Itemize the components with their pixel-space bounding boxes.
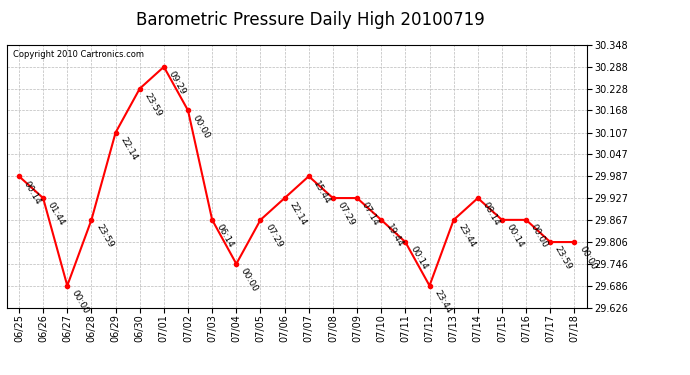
Text: Copyright 2010 Cartronics.com: Copyright 2010 Cartronics.com <box>12 50 144 59</box>
Text: 06:14: 06:14 <box>215 223 235 249</box>
Text: 00:14: 00:14 <box>505 223 525 249</box>
Text: 07:29: 07:29 <box>336 201 356 228</box>
Text: 22:14: 22:14 <box>288 201 308 227</box>
Text: 15:44: 15:44 <box>312 179 332 206</box>
Text: 23:44: 23:44 <box>457 223 477 249</box>
Text: 22:14: 22:14 <box>119 135 139 162</box>
Text: 00:00: 00:00 <box>70 288 91 315</box>
Text: 23:59: 23:59 <box>143 92 163 118</box>
Text: 23:44: 23:44 <box>433 288 453 315</box>
Text: 23:59: 23:59 <box>95 223 115 249</box>
Text: 00:14: 00:14 <box>22 179 42 206</box>
Text: 00:00: 00:00 <box>578 245 598 272</box>
Text: 00:14: 00:14 <box>408 245 428 272</box>
Text: 01:44: 01:44 <box>46 201 66 228</box>
Text: 00:00: 00:00 <box>529 223 550 250</box>
Text: 19:44: 19:44 <box>384 223 404 249</box>
Text: 07:14: 07:14 <box>360 201 380 228</box>
Text: 23:59: 23:59 <box>553 245 573 272</box>
Text: 09:29: 09:29 <box>167 70 187 96</box>
Text: 08:14: 08:14 <box>481 201 501 228</box>
Text: 00:00: 00:00 <box>191 113 212 140</box>
Text: 00:00: 00:00 <box>239 267 260 294</box>
Text: Barometric Pressure Daily High 20100719: Barometric Pressure Daily High 20100719 <box>136 11 485 29</box>
Text: 07:29: 07:29 <box>264 223 284 249</box>
